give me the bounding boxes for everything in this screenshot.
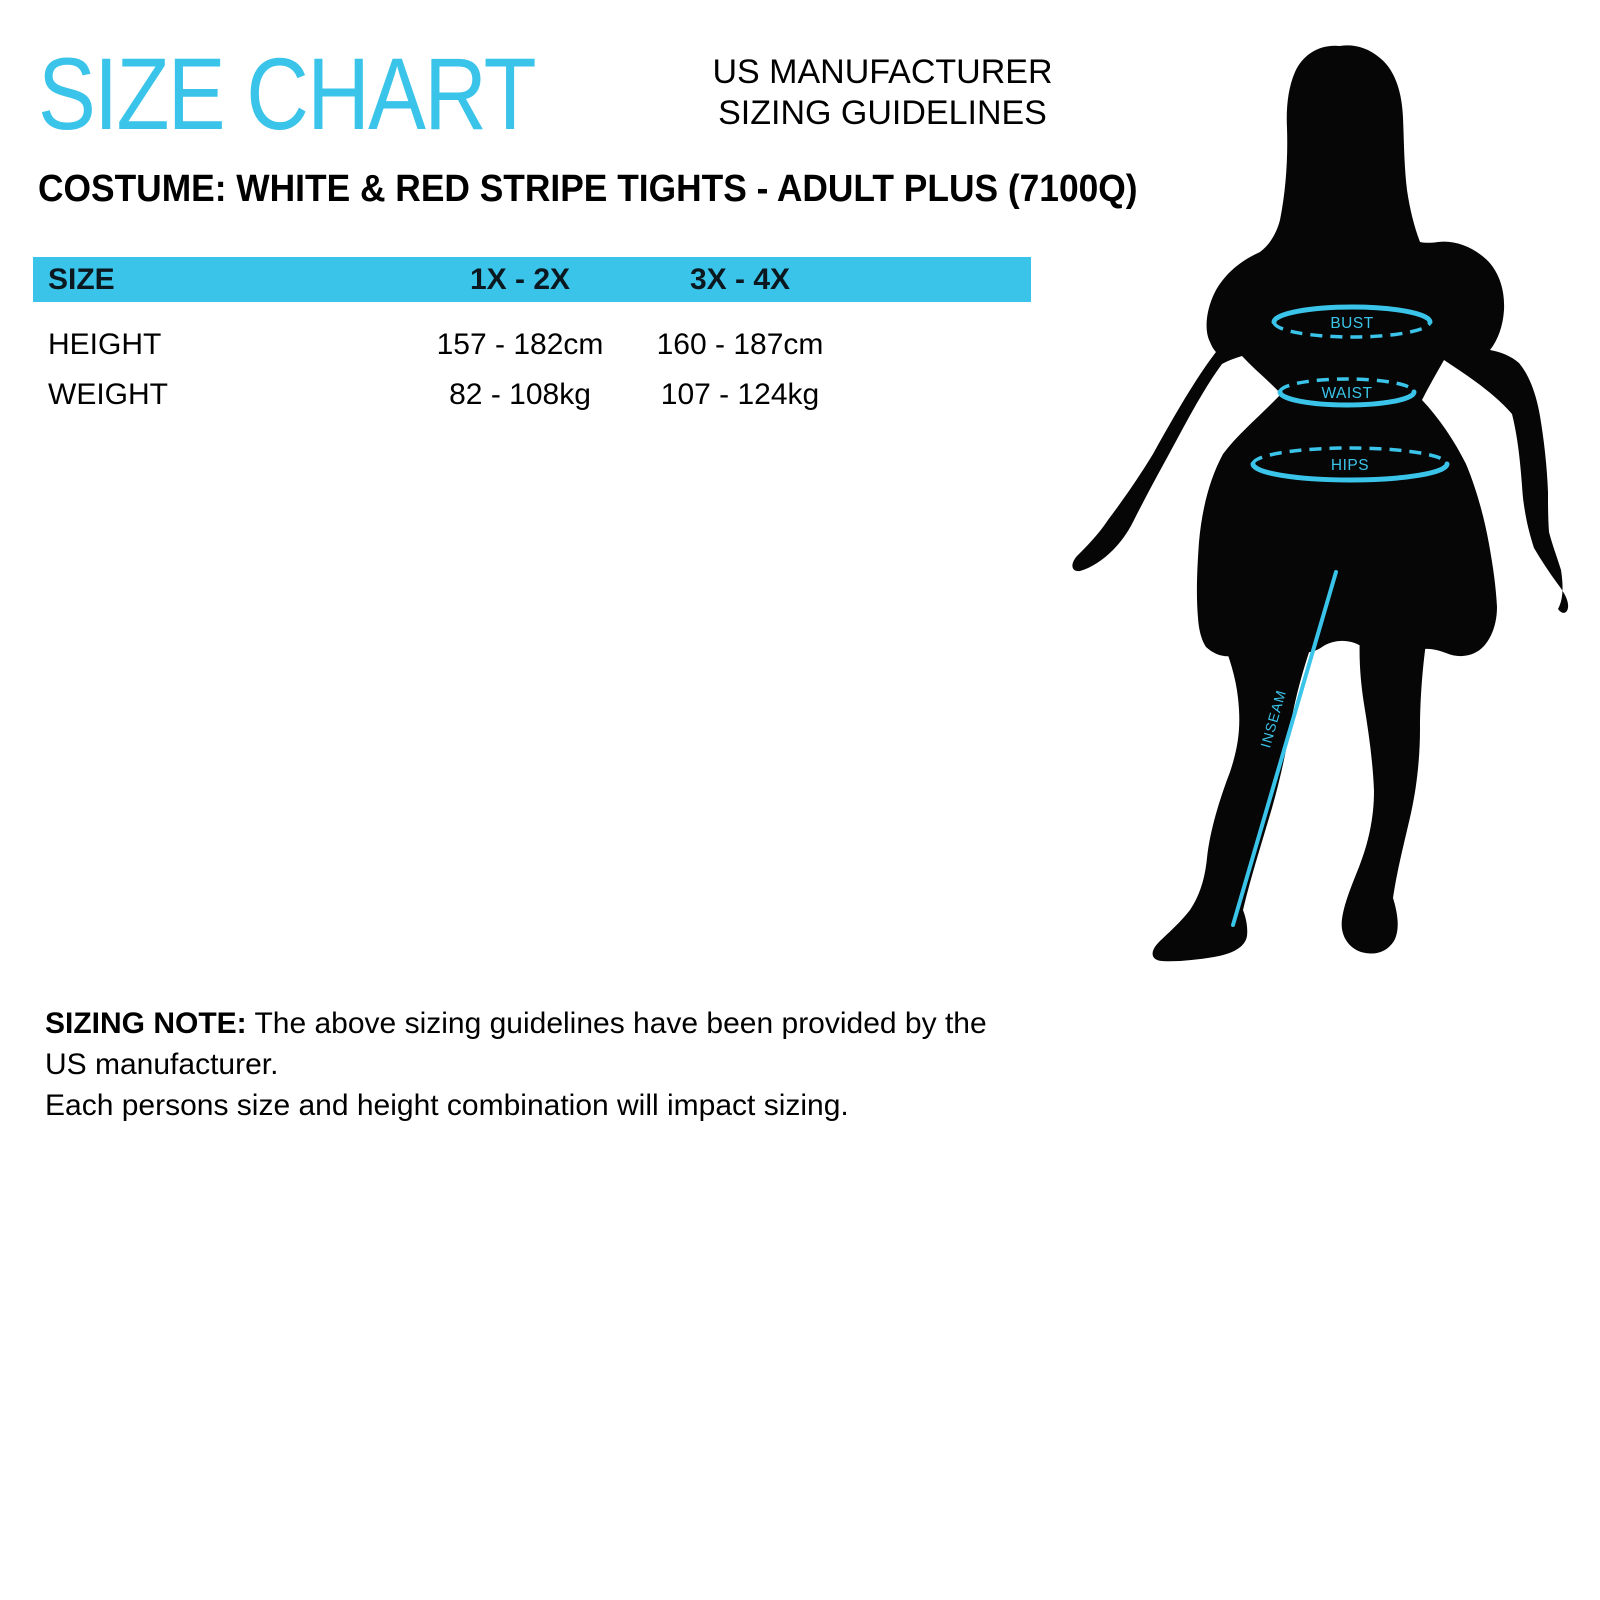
waist-measurement: WAIST [1277, 377, 1417, 408]
waist-ellipse-solid-arc [1277, 389, 1417, 408]
waist-label: WAIST [1321, 385, 1372, 402]
page-title: SIZE CHART [38, 37, 537, 151]
cell-value: 160 - 187cm [656, 328, 824, 361]
inseam-line [1231, 570, 1338, 927]
row-label: HEIGHT [48, 328, 162, 361]
cell-value: 157 - 182cm [436, 328, 604, 361]
sizing-note-line2: Each persons size and height combination… [45, 1089, 849, 1122]
table-row-height: HEIGHT 157 - 182cm 160 - 187cm [33, 320, 1031, 370]
size-table-header-row: SIZE 1X - 2X 3X - 4X [33, 257, 1031, 302]
sizing-note-line1: SIZING NOTE: The above sizing guidelines… [45, 1003, 1005, 1085]
column-header-size: SIZE [48, 263, 115, 296]
hips-ellipse-solid-arc [1250, 461, 1450, 483]
table-row-weight: WEIGHT 82 - 108kg 107 - 124kg [33, 370, 1031, 420]
sizing-note-label: SIZING NOTE: [45, 1007, 247, 1040]
hips-label: HIPS [1331, 457, 1369, 474]
woman-silhouette [1072, 45, 1569, 962]
product-heading: COSTUME: WHITE & RED STRIPE TIGHTS - ADU… [38, 168, 1138, 210]
guidelines-line1: US MANUFACTURER [712, 53, 1053, 91]
waist-ellipse-dashed-arc [1278, 377, 1416, 393]
bust-ellipse-dashed-arc [1272, 321, 1432, 339]
column-header-3x-4x: 3X - 4X [689, 263, 791, 296]
hips-ellipse-dashed-arc [1251, 446, 1449, 465]
guidelines-line2: SIZING GUIDELINES [718, 94, 1047, 132]
manufacturer-guidelines: US MANUFACTURER SIZING GUIDELINES [690, 52, 1075, 134]
size-table: SIZE 1X - 2X 3X - 4X HEIGHT 157 - 182cm … [33, 257, 1031, 420]
hips-measurement: HIPS [1250, 446, 1450, 483]
bust-label: BUST [1330, 315, 1373, 332]
row-label: WEIGHT [48, 378, 168, 411]
cell-value: 107 - 124kg [660, 378, 820, 411]
bust-ellipse-solid-arc [1271, 304, 1433, 325]
bust-measurement: BUST [1271, 304, 1433, 339]
cell-value: 82 - 108kg [449, 378, 591, 411]
measurement-figure: BUST WAIST HIPS INSEAM [1020, 30, 1580, 980]
sizing-note: SIZING NOTE: The above sizing guidelines… [45, 1003, 1005, 1126]
sizing-note-text: The above sizing guidelines have been pr… [45, 1007, 987, 1081]
woman-silhouette-svg: BUST WAIST HIPS INSEAM [1072, 45, 1569, 962]
column-header-1x-2x: 1X - 2X [469, 263, 571, 296]
